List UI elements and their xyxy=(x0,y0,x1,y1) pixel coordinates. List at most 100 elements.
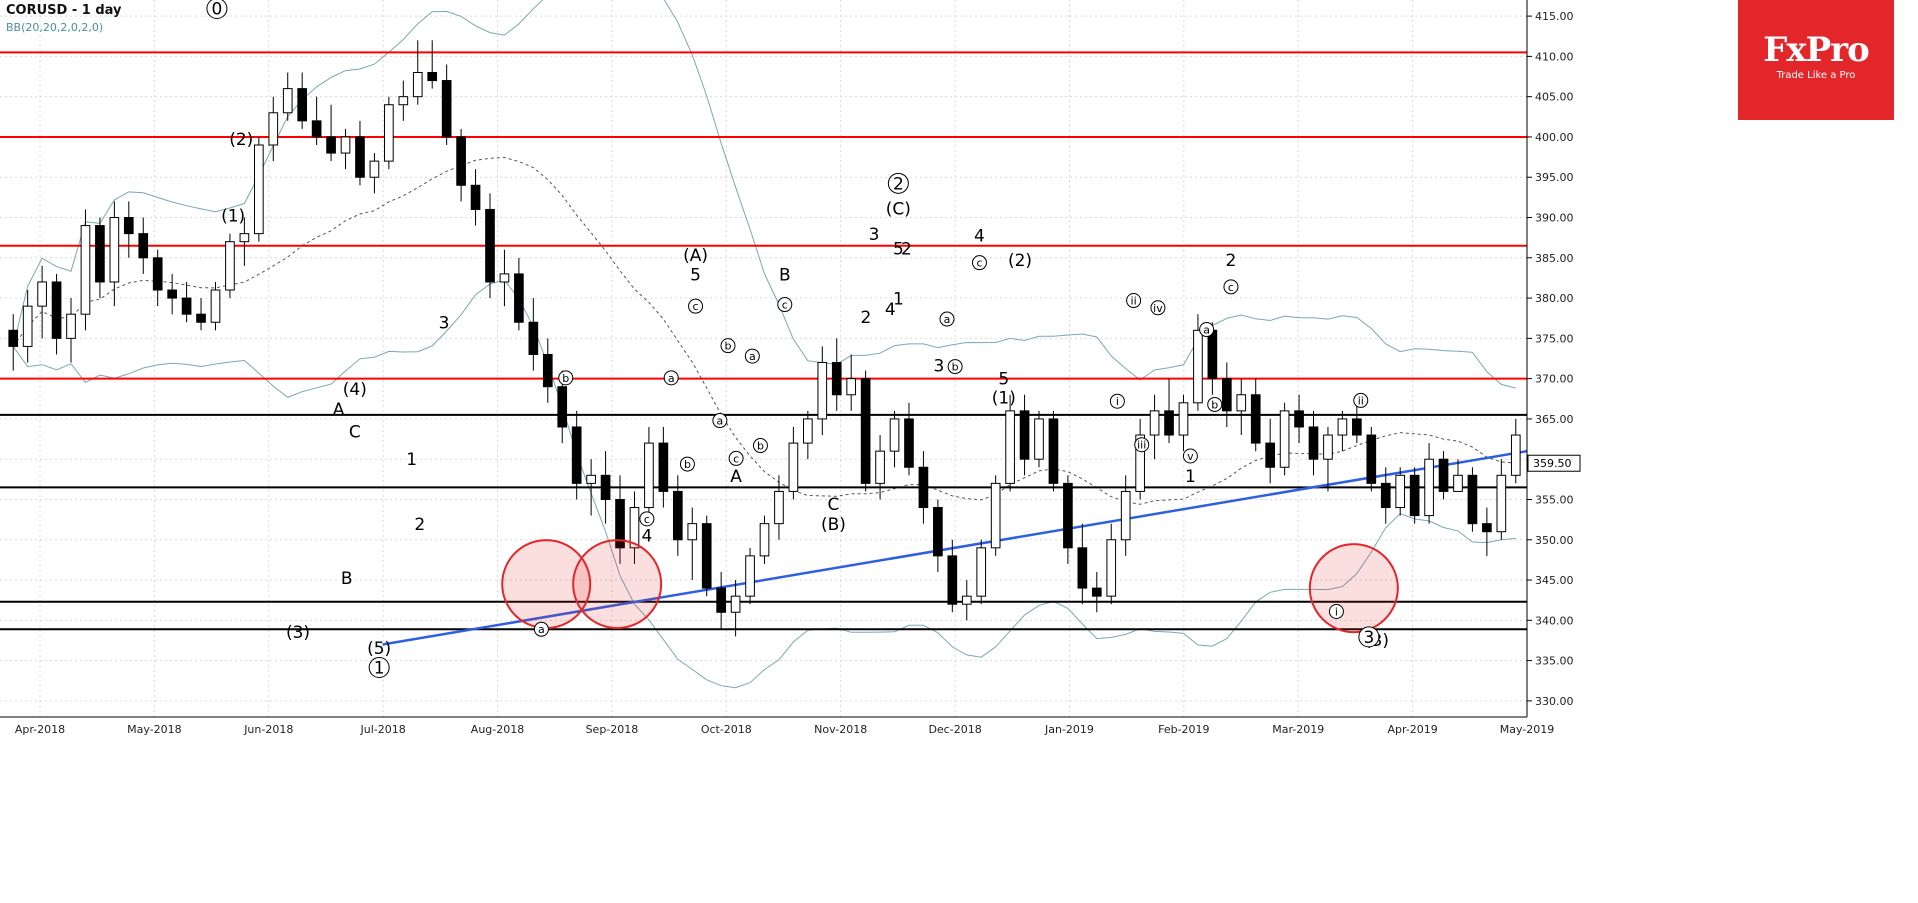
x-tick-label: May-2018 xyxy=(127,723,182,736)
candle-body xyxy=(384,104,394,162)
candle-body xyxy=(542,353,553,388)
candle-body xyxy=(167,289,177,299)
wave-label: a xyxy=(668,372,675,385)
candle-body xyxy=(1120,490,1131,541)
x-tick-label: Dec-2018 xyxy=(928,723,981,736)
wave-label: (3) xyxy=(286,623,310,643)
wave-label-circle xyxy=(639,511,655,527)
candle-body xyxy=(485,208,495,283)
wave-label-circle xyxy=(752,438,768,454)
highlight-circle xyxy=(572,539,663,630)
candle-body xyxy=(1438,458,1449,492)
wave-label: 1 xyxy=(1185,467,1196,487)
x-tick-label: Apr-2019 xyxy=(1387,723,1437,736)
candle-body xyxy=(152,257,163,291)
candle-body xyxy=(1510,434,1521,476)
y-tick-label: 390.00 xyxy=(1535,212,1574,225)
y-tick-label: 400.00 xyxy=(1535,131,1574,144)
wave-label: iv xyxy=(1153,302,1163,315)
candle-body xyxy=(1265,442,1276,468)
candle-body xyxy=(672,490,683,541)
wave-label: 2 xyxy=(893,174,904,194)
wave-label: 3 xyxy=(439,314,450,334)
wave-label: b xyxy=(684,458,691,471)
wave-label: 4 xyxy=(974,227,985,247)
candle-body xyxy=(571,426,582,484)
candle-body xyxy=(846,378,857,396)
candle-body xyxy=(1034,418,1044,460)
candle-body xyxy=(123,217,134,235)
x-tick-label: Jul-2018 xyxy=(360,723,406,736)
candle-body xyxy=(1323,434,1333,460)
candle-body xyxy=(557,386,568,428)
candle-body xyxy=(297,88,308,122)
candle-body xyxy=(586,474,596,484)
candle-body xyxy=(340,136,351,154)
candle-body xyxy=(1207,329,1218,380)
candle-body xyxy=(1409,474,1420,517)
indicator-label: BB(20,20,2,0,2,0) xyxy=(6,21,104,34)
wave-label-circle xyxy=(777,297,793,313)
candle-body xyxy=(1380,482,1391,509)
axes: 415.00 410.00 405.00 400.00 395.00 390.00 385.… xyxy=(0,0,1581,736)
wave-label: 1 xyxy=(406,450,417,470)
wave-label-circle xyxy=(1199,322,1215,338)
wave-label-circle xyxy=(939,311,955,327)
wave-label: c xyxy=(1228,281,1234,294)
candle-body xyxy=(109,217,120,283)
y-tick-label: 395.00 xyxy=(1535,171,1574,184)
wave-label: (4) xyxy=(343,380,367,400)
wave-label-circle xyxy=(558,370,574,386)
wave-label-circle xyxy=(368,656,390,678)
candle-body xyxy=(66,313,76,339)
candle-body xyxy=(8,329,19,347)
y-tick-label: 340.00 xyxy=(1535,614,1574,627)
wave-label-circle xyxy=(971,255,987,271)
wave-label: (5) xyxy=(367,639,391,659)
wave-label: a xyxy=(538,623,545,636)
x-tick-label: Oct-2018 xyxy=(701,723,752,736)
wave-label: a xyxy=(749,350,756,363)
candle-body xyxy=(600,474,611,500)
candle-body xyxy=(181,297,192,315)
candle-body xyxy=(1149,410,1160,436)
candle-body xyxy=(1077,547,1088,589)
wave-label-circle xyxy=(1182,448,1198,464)
candle-body xyxy=(196,313,206,323)
wave-label-circle xyxy=(688,298,704,314)
x-tick-label: Jan-2019 xyxy=(1044,723,1094,736)
fxpro-logo: FxPro Trade Like a Pro xyxy=(1738,0,1894,120)
x-tick-label: Aug-2018 xyxy=(471,723,524,736)
candle-body xyxy=(1308,426,1319,460)
candle-body xyxy=(875,450,885,484)
candle-body xyxy=(51,281,62,339)
candle-body xyxy=(716,587,726,613)
candle-body xyxy=(1048,418,1059,484)
wave-label: 5 xyxy=(998,369,1009,389)
candle-body xyxy=(918,466,929,509)
bb-lower-band xyxy=(12,279,1516,689)
wave-label-circle xyxy=(206,0,228,19)
wave-label: (B) xyxy=(821,515,846,535)
candle-body xyxy=(412,72,423,98)
candle-body xyxy=(1250,394,1261,444)
wave-label: 1 xyxy=(374,658,385,678)
candle-body xyxy=(1063,482,1073,549)
wave-label: c xyxy=(693,300,699,313)
candle-body xyxy=(499,273,510,283)
y-tick-label: 355.00 xyxy=(1535,493,1574,506)
candle-body xyxy=(1193,329,1203,404)
y-tick-label: 365.00 xyxy=(1535,413,1574,426)
candle-body xyxy=(369,160,380,178)
candle-body xyxy=(1091,587,1102,597)
y-tick-label: 335.00 xyxy=(1535,655,1574,668)
wave-label-circle xyxy=(1353,392,1369,408)
wave-label-circle xyxy=(533,621,549,637)
candle-body xyxy=(1453,474,1463,492)
wave-label: 5 xyxy=(893,240,904,260)
wave-label: A xyxy=(333,400,345,420)
candle-body xyxy=(1366,434,1377,484)
candle-body xyxy=(644,442,654,509)
